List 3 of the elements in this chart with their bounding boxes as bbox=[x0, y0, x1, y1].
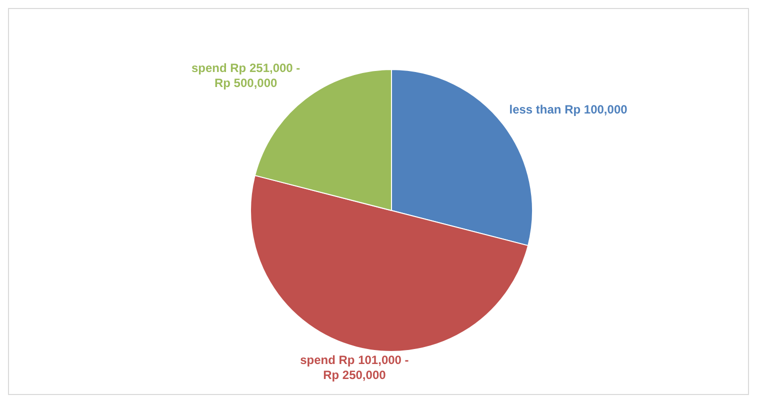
slice-label: spend Rp 101,000 - Rp 250,000 bbox=[300, 353, 409, 382]
slice-label: spend Rp 251,000 - Rp 500,000 bbox=[191, 61, 300, 90]
slice-label: less than Rp 100,000 bbox=[509, 102, 628, 116]
